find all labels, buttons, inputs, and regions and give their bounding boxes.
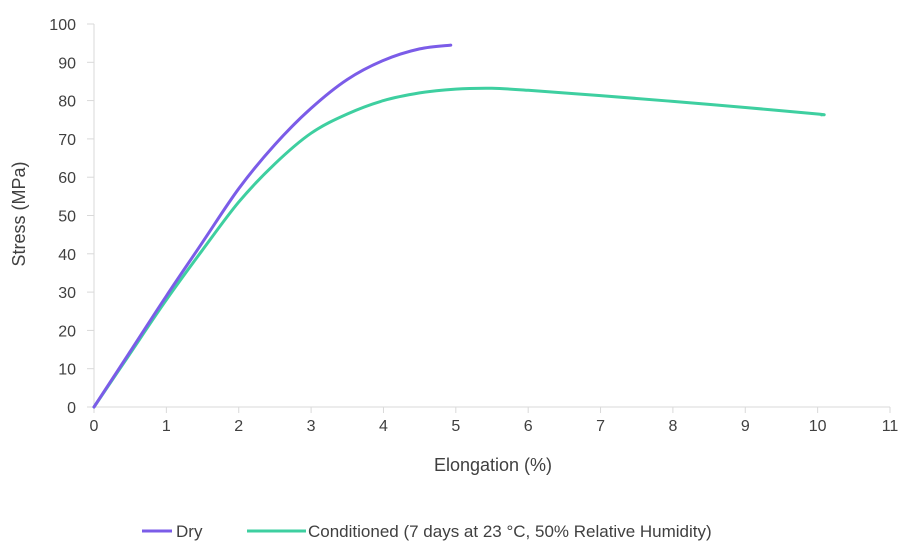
y-tick-label: 0 [67, 400, 76, 417]
y-tick-label: 20 [58, 323, 76, 340]
x-tick-label: 10 [809, 418, 827, 435]
x-tick-label: 9 [741, 418, 750, 435]
y-tick-label: 30 [58, 285, 76, 302]
x-tick-label: 7 [596, 418, 605, 435]
y-tick-label: 80 [58, 94, 76, 111]
x-tick-label: 3 [307, 418, 316, 435]
y-tick-label: 60 [58, 170, 76, 187]
y-tick-label: 90 [58, 55, 76, 72]
x-tick-label: 5 [451, 418, 460, 435]
legend-label-dry: Dry [176, 522, 203, 541]
y-tick-label: 70 [58, 132, 76, 149]
x-tick-label: 1 [162, 418, 171, 435]
axes [93, 24, 890, 408]
x-tick-label: 4 [379, 418, 388, 435]
y-axis-title: Stress (MPa) [9, 161, 29, 266]
y-tick-label: 40 [58, 247, 76, 264]
y-tick-label: 50 [58, 209, 76, 226]
x-tick-label: 6 [524, 418, 533, 435]
x-axis-ticks: 0 1 2 3 4 5 6 7 8 9 10 11 [90, 407, 899, 435]
x-tick-label: 11 [882, 418, 899, 435]
x-tick-label: 0 [90, 418, 99, 435]
y-tick-label: 10 [58, 362, 76, 379]
legend-label-conditioned: Conditioned (7 days at 23 °C, 50% Relati… [308, 522, 712, 541]
x-axis-title: Elongation (%) [434, 455, 552, 475]
series-line-dry [92, 43, 453, 409]
y-axis-ticks: 0 10 20 30 40 50 60 70 80 90 100 [49, 17, 94, 417]
series-layer [92, 43, 826, 409]
x-tick-label: 2 [234, 418, 243, 435]
y-tick-label: 100 [49, 17, 76, 34]
series-line-conditioned [92, 86, 826, 409]
legend: Dry Conditioned (7 days at 23 °C, 50% Re… [142, 522, 712, 541]
x-tick-label: 8 [668, 418, 677, 435]
